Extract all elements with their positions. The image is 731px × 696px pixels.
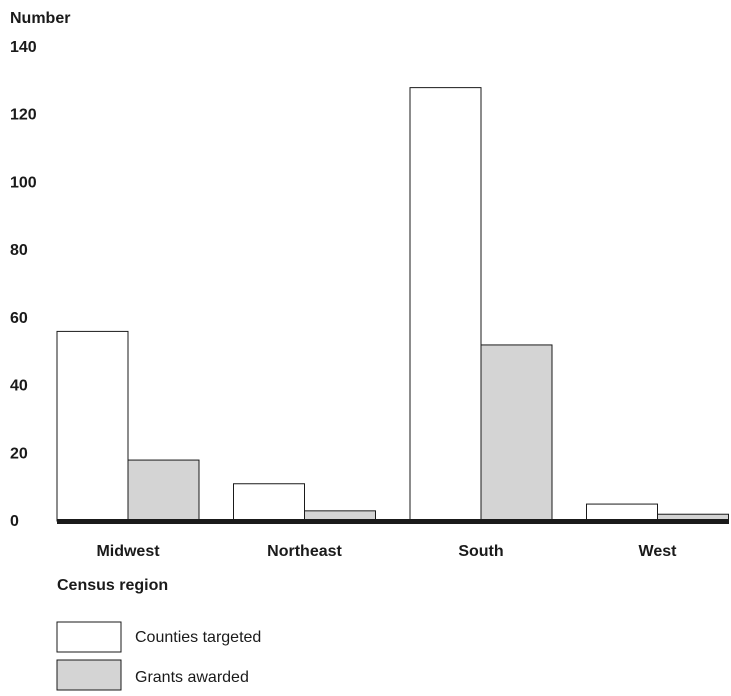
y-axis-title: Number xyxy=(10,10,70,27)
legend-item-grants: Grants awarded xyxy=(56,659,249,691)
y-tick-label: 20 xyxy=(10,445,28,462)
legend-label: Grants awarded xyxy=(135,669,249,686)
bar xyxy=(586,503,658,522)
legend: Counties targeted Grants awarded xyxy=(56,621,261,691)
bar xyxy=(56,330,129,522)
y-tick-label: 60 xyxy=(10,310,28,327)
y-tick-label: 140 xyxy=(10,39,37,56)
bars xyxy=(56,87,729,522)
bar xyxy=(480,344,553,522)
x-axis-baseline xyxy=(57,519,729,524)
y-tick-label: 80 xyxy=(10,242,28,259)
bar xyxy=(233,483,305,522)
y-tick-label: 0 xyxy=(10,513,19,530)
y-tick-label: 100 xyxy=(10,174,37,191)
y-tick-label: 120 xyxy=(10,107,37,124)
x-tick-label: South xyxy=(458,543,503,560)
y-axis-ticks: 0 20 40 60 80 100 120 140 xyxy=(10,39,37,530)
legend-swatch xyxy=(56,621,122,653)
legend-item-counties: Counties targeted xyxy=(56,621,261,653)
x-tick-label: Northeast xyxy=(267,543,342,560)
bar xyxy=(127,459,200,522)
legend-swatch xyxy=(56,659,122,691)
x-tick-label: West xyxy=(639,543,678,560)
x-axis-tick-labels: Midwest Northeast South West xyxy=(96,543,677,560)
bar xyxy=(409,87,482,522)
x-tick-label: Midwest xyxy=(96,543,160,560)
y-tick-label: 40 xyxy=(10,378,28,395)
legend-label: Counties targeted xyxy=(135,629,261,646)
x-axis-title: Census region xyxy=(57,577,168,594)
